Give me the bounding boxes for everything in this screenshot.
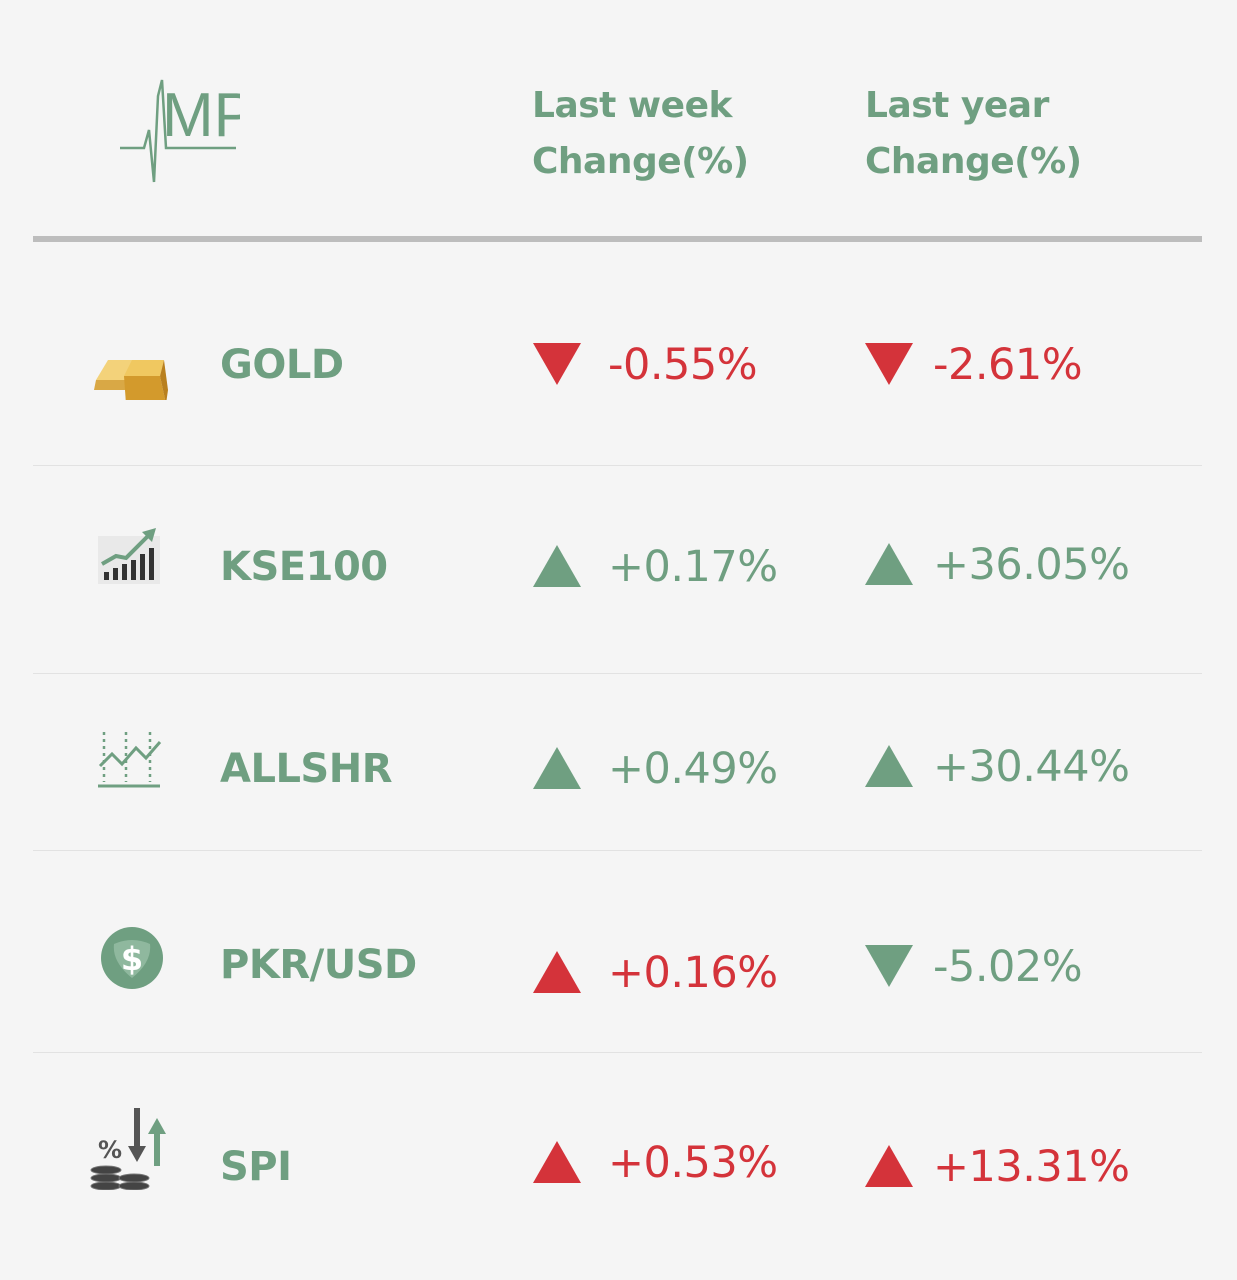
asset-name-kse100: KSE100: [220, 544, 388, 590]
header-last-week-line2: Change(%): [532, 141, 749, 182]
up-arrow-icon: [533, 545, 581, 587]
asset-name-pkr-usd: PKR/USD: [220, 942, 417, 988]
header-last-year-line1: Last year: [865, 85, 1049, 126]
row-divider: [33, 673, 1202, 674]
asset-name-gold: GOLD: [220, 342, 344, 388]
header-last-week: Last week Change(%): [532, 78, 749, 190]
year-change-value: +30.44%: [933, 742, 1130, 792]
up-arrow-icon: [533, 747, 581, 789]
asset-name-spi: SPI: [220, 1144, 292, 1190]
year-change-value: +13.31%: [933, 1142, 1130, 1192]
year-change-value: -5.02%: [933, 942, 1083, 992]
week-change-value: +0.17%: [608, 542, 778, 592]
up-arrow-icon: [865, 543, 913, 585]
header-last-year-line2: Change(%): [865, 141, 1082, 182]
down-arrow-icon: [865, 343, 913, 385]
gold-bar-icon: [86, 330, 172, 416]
up-arrow-icon: [533, 951, 581, 993]
asset-name-allshr: ALLSHR: [220, 746, 393, 792]
amp-logo: MP: [118, 74, 255, 186]
week-change-value: +0.16%: [608, 948, 778, 998]
down-arrow-icon: [865, 945, 913, 987]
logo-letters: MP: [162, 81, 240, 150]
coins-percent-icon: %: [88, 1106, 174, 1192]
line-chart-icon: [96, 726, 182, 812]
dollar-coin-icon: $: [100, 926, 186, 1012]
svg-text:%: %: [98, 1136, 122, 1164]
header-last-week-line1: Last week: [532, 85, 732, 126]
header-divider: [33, 236, 1202, 242]
week-change-value: -0.55%: [608, 340, 758, 390]
up-arrow-icon: [865, 745, 913, 787]
up-arrow-icon: [865, 1145, 913, 1187]
header-last-year: Last year Change(%): [865, 78, 1082, 190]
year-change-value: -2.61%: [933, 340, 1083, 390]
year-change-value: +36.05%: [933, 540, 1130, 590]
week-change-value: +0.53%: [608, 1138, 778, 1188]
up-arrow-icon: [533, 1141, 581, 1183]
svg-text:$: $: [121, 940, 143, 978]
week-change-value: +0.49%: [608, 744, 778, 794]
rising-bar-chart-icon: [96, 526, 182, 612]
down-arrow-icon: [533, 343, 581, 385]
row-divider: [33, 465, 1202, 466]
row-divider: [33, 850, 1202, 851]
row-divider: [33, 1052, 1202, 1053]
